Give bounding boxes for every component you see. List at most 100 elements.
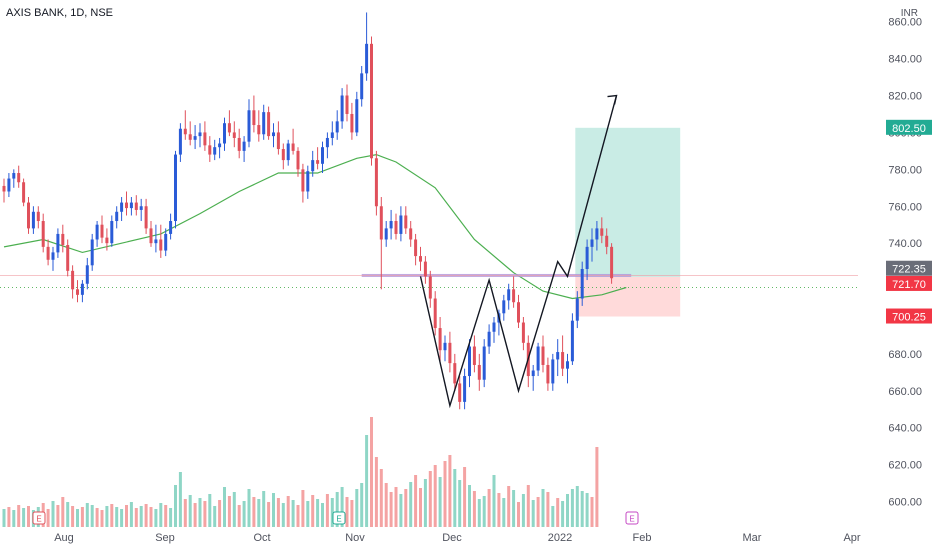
chart-header: AXIS BANK, 1D, NSE bbox=[6, 7, 114, 19]
volume-bar bbox=[468, 485, 471, 527]
volume-bar bbox=[272, 493, 275, 527]
volume-bars bbox=[2, 417, 599, 527]
candle-body bbox=[428, 276, 432, 299]
candle-body bbox=[31, 211, 35, 229]
earnings-marker-letter: E bbox=[336, 515, 341, 524]
volume-bar bbox=[580, 491, 584, 527]
volume-bar bbox=[193, 503, 197, 527]
candle-body bbox=[272, 132, 275, 137]
price-badge bbox=[886, 119, 932, 135]
y-tick-label: 660.00 bbox=[888, 386, 922, 398]
volume-bar bbox=[316, 499, 320, 527]
candle-body bbox=[296, 150, 300, 170]
candle-body bbox=[321, 147, 324, 164]
candle-body bbox=[536, 346, 540, 371]
y-tick-label: 740.00 bbox=[888, 238, 922, 250]
time-axis[interactable]: Aug Sep Oct Nov Dec 2022 Feb Mar Apr bbox=[54, 532, 861, 544]
price-badge-text: 700.25 bbox=[892, 312, 926, 324]
price-badge bbox=[886, 275, 932, 291]
candle-body bbox=[566, 361, 569, 369]
candle-body bbox=[600, 228, 604, 236]
candle-body bbox=[223, 123, 226, 144]
x-tick-label: 2022 bbox=[548, 532, 572, 544]
candle-body bbox=[159, 239, 163, 251]
volume-bar bbox=[463, 467, 467, 527]
candle-body bbox=[247, 110, 251, 142]
volume-bar bbox=[198, 498, 202, 527]
volume-bar bbox=[379, 469, 383, 527]
candle-body bbox=[129, 202, 133, 209]
candle-body bbox=[345, 95, 349, 114]
stop-zone bbox=[575, 276, 681, 317]
candle-body bbox=[22, 182, 26, 203]
symbol-name[interactable]: AXIS BANK bbox=[6, 7, 65, 19]
volume-bar bbox=[321, 503, 324, 527]
interval[interactable]: 1D bbox=[70, 7, 85, 19]
volume-bar bbox=[144, 504, 148, 527]
volume-bar bbox=[575, 486, 579, 527]
candle-body bbox=[453, 363, 457, 384]
volume-bar bbox=[546, 492, 550, 527]
x-tick-label: Oct bbox=[253, 532, 270, 544]
candle-body bbox=[306, 171, 310, 192]
volume-bar bbox=[262, 491, 266, 527]
volume-bar bbox=[414, 475, 418, 527]
candle-body bbox=[556, 352, 560, 360]
volume-bar bbox=[85, 503, 89, 527]
candle-body bbox=[531, 370, 535, 377]
w-pattern-drawing[interactable] bbox=[419, 94, 618, 409]
volume-bar bbox=[291, 500, 295, 527]
volume-bar bbox=[22, 508, 26, 527]
candle-body bbox=[409, 228, 413, 240]
candle-body bbox=[71, 270, 75, 290]
candle-body bbox=[281, 149, 285, 161]
candle-body bbox=[218, 143, 222, 148]
candle-body bbox=[468, 346, 471, 377]
candle-body bbox=[237, 137, 241, 151]
volume-bar bbox=[213, 506, 217, 527]
volume-bar bbox=[76, 509, 79, 527]
volume-bar bbox=[237, 505, 241, 527]
candle-body bbox=[203, 132, 207, 146]
candle-body bbox=[384, 228, 388, 240]
x-tick-label: Mar bbox=[743, 532, 762, 544]
candle-body bbox=[414, 239, 418, 257]
candle-body bbox=[66, 245, 70, 271]
volume-bar bbox=[139, 506, 143, 527]
volume-bar bbox=[507, 486, 511, 527]
volume-bar bbox=[223, 487, 226, 527]
volume-bar bbox=[482, 496, 486, 527]
candle-body bbox=[36, 211, 40, 222]
candle-body bbox=[174, 154, 177, 222]
candle-body bbox=[257, 125, 261, 135]
candle-body bbox=[213, 147, 217, 155]
candle-body bbox=[164, 233, 168, 251]
candle-body bbox=[100, 224, 104, 238]
volume-bar bbox=[311, 495, 315, 527]
volume-bar bbox=[404, 489, 408, 527]
candle-body bbox=[379, 206, 383, 240]
volume-bar bbox=[129, 502, 133, 527]
volume-bar bbox=[570, 489, 574, 527]
candles bbox=[2, 12, 614, 410]
volume-bar bbox=[159, 503, 163, 527]
y-tick-label: 600.00 bbox=[888, 497, 922, 509]
volume-bar bbox=[536, 497, 540, 527]
y-tick-label: 640.00 bbox=[888, 423, 922, 435]
volume-bar bbox=[487, 489, 491, 527]
volume-bar bbox=[296, 505, 300, 527]
price-badge-text: 721.70 bbox=[892, 279, 926, 291]
y-tick-label: 620.00 bbox=[888, 460, 922, 472]
price-badge bbox=[886, 308, 932, 324]
candle-body bbox=[521, 322, 525, 343]
candle-body bbox=[325, 137, 329, 148]
candle-body bbox=[7, 178, 11, 192]
candle-body bbox=[463, 376, 467, 402]
volume-bar bbox=[384, 483, 388, 527]
candle-body bbox=[350, 113, 354, 133]
volume-bar bbox=[389, 492, 393, 527]
position-tool[interactable] bbox=[575, 127, 681, 317]
volume-bar bbox=[227, 496, 231, 527]
